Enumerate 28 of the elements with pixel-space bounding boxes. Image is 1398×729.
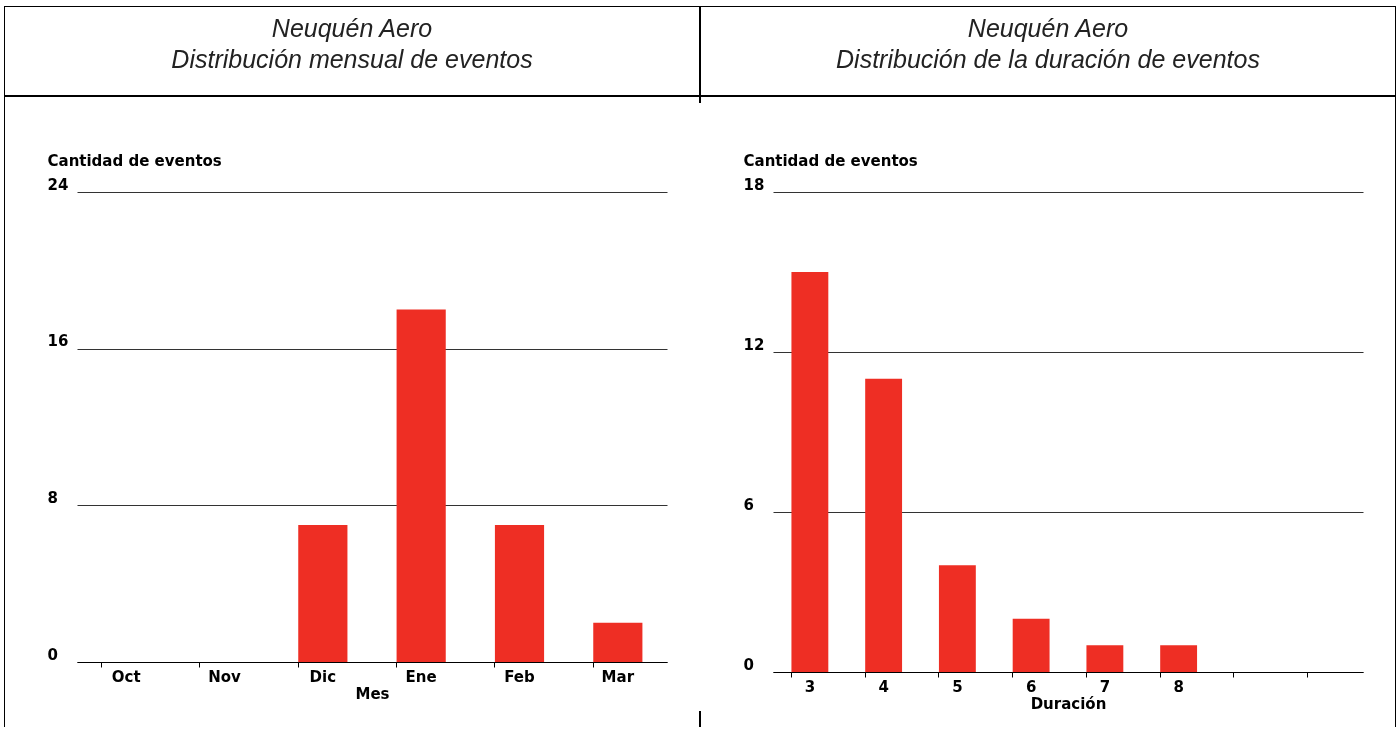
y-tick-label: 16 — [47, 332, 69, 351]
x-axis-title: Mes — [355, 684, 390, 703]
x-tick-label: 6 — [1025, 677, 1037, 696]
y-axis-title: Cantidad de eventos — [743, 151, 918, 170]
x-tick-label: Dic — [309, 667, 337, 686]
y-tick-label: 18 — [743, 175, 765, 194]
x-tick-label: Oct — [111, 667, 141, 686]
y-tick-label: 6 — [743, 495, 754, 514]
y-tick-label: 12 — [743, 335, 765, 354]
x-tick-label: 8 — [1173, 677, 1184, 696]
y-tick-label: 0 — [743, 655, 754, 674]
x-tick-label: Ene — [405, 667, 437, 686]
x-tick-label: Nov — [208, 667, 242, 686]
x-tick-label: 4 — [878, 677, 889, 696]
x-tick-label: 7 — [1099, 677, 1111, 696]
chart-subtitle: Distribución mensual de eventos — [170, 44, 534, 75]
x-tick-label: Mar — [601, 667, 635, 686]
y-tick-label: 0 — [47, 645, 58, 664]
chart-title: Neuquén Aero — [966, 13, 1130, 44]
x-tick-label: 5 — [952, 677, 963, 696]
x-tick-label: 3 — [804, 677, 816, 696]
chart-subtitle: Distribución de la duración de eventos — [835, 44, 1261, 75]
chart-title: Neuquén Aero — [270, 13, 434, 44]
y-tick-label: 8 — [47, 488, 58, 507]
y-axis-title: Cantidad de eventos — [47, 151, 222, 170]
y-tick-label: 24 — [47, 175, 69, 194]
x-tick-label: Feb — [504, 667, 536, 686]
x-axis-title: Duración — [1030, 694, 1107, 713]
